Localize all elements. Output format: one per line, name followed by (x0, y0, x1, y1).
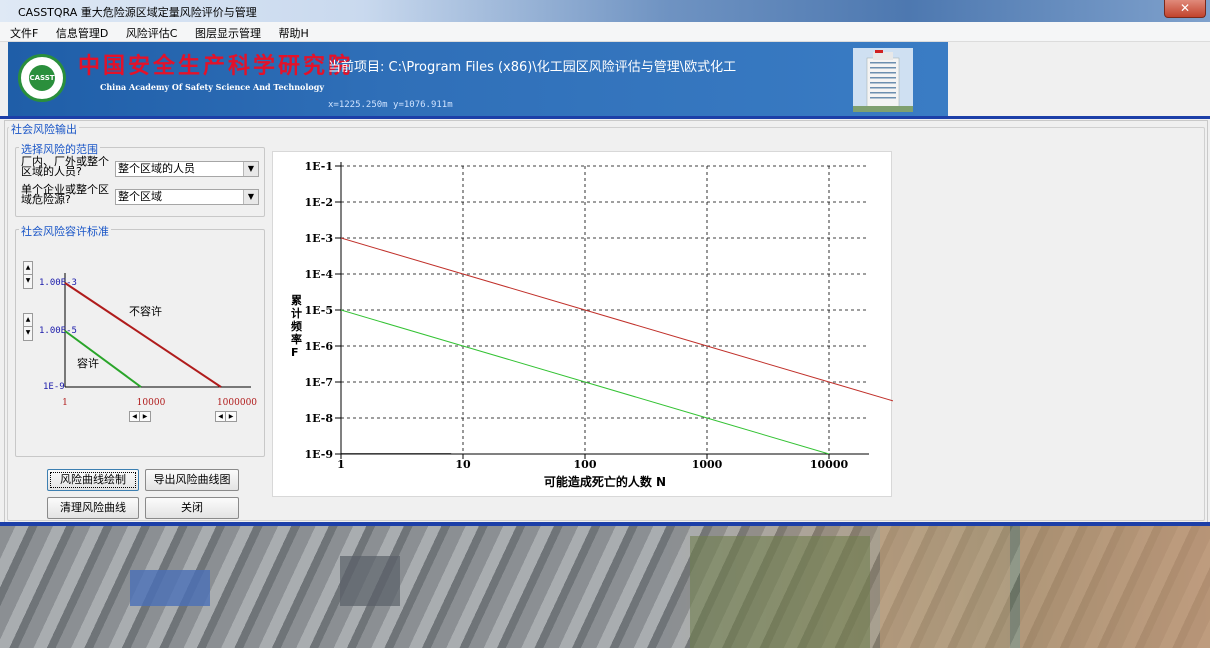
fn-curve-chart: 1E-9 1E-8 1E-7 1E-6 1E-5 1E-4 1E-3 1E-2 1E-1 1 10 1… (291, 160, 893, 489)
upper-limit-spinner[interactable]: ▲ ▼ (23, 261, 33, 289)
chevron-down-icon[interactable]: ▼ (243, 190, 258, 204)
x-max-label: 1000000 (217, 398, 257, 408)
menu-layer-display[interactable]: 图层显示管理 (195, 27, 261, 40)
y-tick-label: 1E-5 (305, 304, 333, 317)
scope-group-title: 选择风险的范围 (19, 141, 100, 157)
y-tick-label: 1E-7 (305, 376, 333, 389)
map-bare-land (880, 526, 1010, 648)
criteria-group-title: 社会风险容许标准 (19, 223, 111, 239)
x-tick-label: 10000 (810, 458, 849, 471)
x-mid-spinner[interactable]: ◀ ▶ (129, 411, 151, 422)
map-vegetation (690, 536, 870, 648)
x-mid-label: 10000 (137, 398, 166, 408)
criteria-group (15, 229, 265, 457)
window-title: CASSTQRA 重大危险源区域定量风险评价与管理 (18, 6, 257, 19)
organization-name-en: China Academy Of Safety Science And Tech… (100, 82, 324, 92)
x-axis-label: 可能造成死亡的人数 N (544, 474, 666, 489)
map-border (0, 522, 1210, 526)
series-line-1 (341, 237, 893, 402)
logo-text: CASST (29, 65, 55, 91)
map-building (130, 570, 210, 606)
banner-filler (948, 42, 1210, 116)
map-bare-land (1020, 526, 1210, 648)
separator-line (0, 116, 1210, 119)
y-axis-label: 累计频率 F (291, 294, 302, 359)
tolerable-line (64, 330, 142, 388)
x-min-label: 1 (62, 398, 68, 408)
chevron-down-icon[interactable]: ▼ (243, 162, 258, 176)
tolerable-label: 容许 (77, 356, 99, 370)
satellite-map[interactable] (0, 526, 1210, 648)
y-tick-label: 1E-9 (305, 448, 333, 461)
series-line-2 (341, 309, 830, 454)
menu-help[interactable]: 帮助H (278, 27, 309, 40)
scope-group (15, 147, 265, 217)
fn-curve-chart-area: 1E-9 1E-8 1E-7 1E-6 1E-5 1E-4 1E-3 1E-2 1E-1 1 10 1… (272, 151, 893, 497)
menu-file[interactable]: 文件F (10, 27, 39, 40)
close-button[interactable]: 关闭 (145, 497, 239, 519)
upper-value-label: 1.00E-3 (39, 278, 77, 288)
export-risk-curve-button[interactable]: 导出风险曲线图 (145, 469, 239, 491)
scope-people-select[interactable]: 整个区域的人员 ▼ (115, 161, 259, 177)
y-tick-label: 1E-3 (305, 232, 333, 245)
header-banner: CASST 中国安全生产科学研究院 China Academy Of Safet… (8, 42, 948, 116)
tolerance-criteria-diagram: 1.00E-3 1.00E-5 1E-9 1 10000 1000000 不容许… (39, 273, 257, 408)
x-tick-label: 1000 (692, 458, 723, 471)
casst-logo: CASST (18, 54, 66, 102)
draw-risk-curve-button[interactable]: 风险曲线绘制 (47, 469, 139, 491)
x-tick-label: 1 (337, 458, 345, 471)
y-tick-label: 1E-2 (305, 196, 333, 209)
intolerable-line (64, 282, 222, 388)
x-tick-label: 10 (455, 458, 471, 471)
clear-risk-curve-button[interactable]: 清理风险曲线 (47, 497, 139, 519)
intolerable-label: 不容许 (129, 304, 162, 318)
menu-risk-assessment[interactable]: 风险评估C (125, 27, 178, 40)
menu-info-management[interactable]: 信息管理D (55, 27, 109, 40)
y-min-label: 1E-9 (43, 382, 65, 392)
close-window-button[interactable]: ✕ (1164, 0, 1206, 18)
building-image (853, 48, 913, 112)
lower-value-label: 1.00E-5 (39, 326, 77, 336)
scope-people-label: 厂内、厂外或整个区域的人员? (21, 155, 109, 178)
scope-people-value: 整个区域的人员 (118, 162, 195, 175)
social-risk-panel: 社会风险输出 选择风险的范围 厂内、厂外或整个区域的人员? 整个区域的人员 ▼ … (4, 120, 1208, 524)
organization-name-cn: 中国安全生产科学研究院 (78, 53, 354, 79)
y-tick-label: 1E-6 (305, 340, 334, 353)
scope-source-label: 单个企业或整个区域危险源? (21, 183, 109, 206)
y-tick-label: 1E-4 (305, 268, 334, 281)
lower-limit-spinner[interactable]: ▲ ▼ (23, 313, 33, 341)
menu-bar: 文件F 信息管理D 风险评估C 图层显示管理 帮助H (0, 22, 1210, 42)
y-tick-label: 1E-8 (305, 412, 334, 425)
social-risk-group (7, 127, 1205, 521)
scope-source-select[interactable]: 整个区域 ▼ (115, 189, 259, 205)
x-max-spinner[interactable]: ◀ ▶ (215, 411, 237, 422)
scope-source-value: 整个区域 (118, 190, 162, 203)
x-tick-label: 100 (574, 458, 597, 471)
title-bar: CASSTQRA 重大危险源区域定量风险评价与管理 ✕ (0, 0, 1210, 22)
map-building (340, 556, 400, 606)
current-project-path: 当前项目: C:\Program Files (x86)\化工园区风险评估与管理… (328, 60, 737, 75)
cursor-coordinates: x=1225.250m y=1076.911m (328, 100, 453, 110)
y-tick-label: 1E-1 (305, 160, 333, 173)
panel-title: 社会风险输出 (9, 121, 79, 137)
